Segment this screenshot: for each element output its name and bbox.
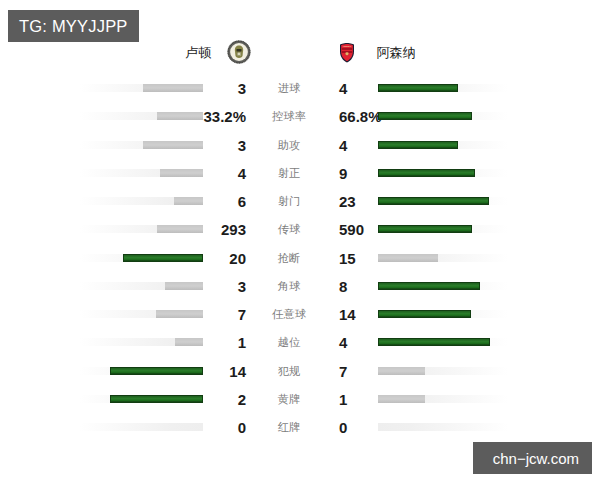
- svg-text:ARSENAL: ARSENAL: [343, 45, 353, 47]
